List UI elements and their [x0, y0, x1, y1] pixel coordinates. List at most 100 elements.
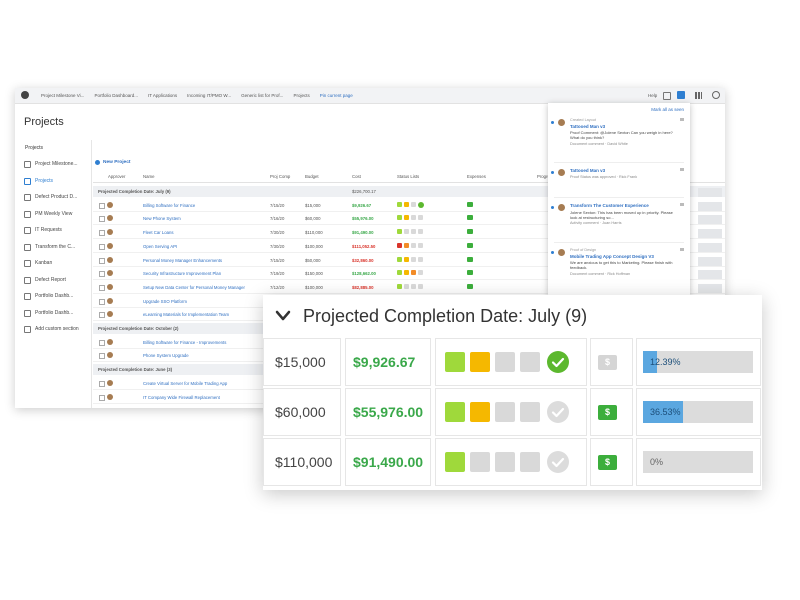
- row-checkbox[interactable]: [99, 380, 105, 387]
- tab[interactable]: Portfolio Dashboard...: [94, 93, 138, 98]
- avatar: [107, 201, 113, 208]
- status-square: [495, 402, 515, 422]
- tab[interactable]: Project Milestone Vi...: [41, 93, 85, 98]
- expense-icon: [467, 229, 473, 235]
- scroll-strip: [698, 188, 722, 197]
- project-name[interactable]: Setup New Data Center for Personal Money…: [143, 284, 245, 290]
- notification-label: Created Layout: [570, 118, 596, 122]
- sidebar-item[interactable]: Add custom section: [35, 326, 79, 332]
- row-divider: [93, 210, 725, 212]
- project-name[interactable]: Create Virtual Server for Mobile Trading…: [143, 380, 228, 386]
- budget: $15,000: [305, 202, 321, 208]
- notification-title: Transform The Customer Experience: [570, 203, 649, 208]
- notification[interactable]: Transform The Customer Experience Jolene …: [570, 203, 680, 225]
- status-square: [418, 229, 423, 235]
- status-square: [411, 242, 416, 248]
- avatar: [107, 311, 113, 318]
- favorite-icon[interactable]: [663, 92, 671, 100]
- sidebar-item[interactable]: Portfolio Dashb...: [35, 293, 74, 299]
- apps-icon[interactable]: [695, 92, 702, 99]
- status-square: [418, 242, 423, 248]
- new-project-button[interactable]: New Project: [103, 160, 131, 165]
- status-check: [418, 201, 424, 208]
- project-name[interactable]: New Phone System: [143, 216, 181, 222]
- project-name[interactable]: Fleet Car Loans: [143, 230, 174, 236]
- status-square: [397, 229, 402, 235]
- sidebar-item[interactable]: PM Weekly View: [35, 210, 73, 217]
- notifications-icon[interactable]: [677, 91, 685, 99]
- project-name[interactable]: eLearning Materials for Implementation T…: [143, 312, 230, 318]
- expense-icon: [467, 201, 473, 207]
- row-checkbox[interactable]: [99, 216, 105, 223]
- expense-icon: [467, 270, 473, 276]
- sidebar-heading[interactable]: Projects: [25, 145, 44, 151]
- new-project-icon[interactable]: [95, 160, 100, 165]
- sidebar-item[interactable]: Kanban: [35, 260, 53, 266]
- sidebar-item[interactable]: Transform the C...: [35, 243, 76, 250]
- status-square: [470, 352, 490, 372]
- help-link[interactable]: Help: [648, 93, 658, 98]
- row-checkbox[interactable]: [99, 339, 105, 346]
- project-name[interactable]: Phone System Upgrade: [143, 353, 189, 359]
- cell: [345, 338, 431, 386]
- tab[interactable]: Generic list for Prof...: [241, 93, 284, 98]
- page-title: Projects: [24, 116, 64, 128]
- tab[interactable]: Pin current page: [319, 93, 353, 98]
- status-square: [520, 402, 540, 422]
- project-name[interactable]: Open Serving API: [143, 243, 178, 249]
- notification[interactable]: Created Layout Tattooed Man v3 Proof Comme…: [570, 118, 680, 146]
- search-icon[interactable]: [712, 91, 720, 99]
- scroll-strip: [698, 270, 722, 280]
- notification-time: [680, 203, 684, 206]
- project-name[interactable]: Upgrade SSO Platform: [143, 298, 187, 304]
- logo: [21, 91, 29, 99]
- sidebar-icon: [24, 309, 31, 317]
- avatar: [107, 270, 113, 277]
- notification[interactable]: Tattooed Man v3 Proof Status was approved…: [570, 168, 680, 179]
- sidebar-item[interactable]: IT Requests: [35, 227, 62, 233]
- project-name[interactable]: Billing Software for Finance: [143, 202, 196, 208]
- project-name[interactable]: IT Company Wide Firewall Replacement: [143, 394, 220, 400]
- collapse-chevron[interactable]: [275, 309, 291, 323]
- row-checkbox[interactable]: [99, 271, 105, 278]
- status-square: [397, 270, 402, 276]
- row-checkbox[interactable]: [99, 312, 105, 319]
- row-checkbox[interactable]: [99, 353, 105, 360]
- chevron-icon: [275, 310, 291, 321]
- progress-label: 12.39%: [650, 357, 681, 367]
- tab[interactable]: Incoming IT/PMO W...: [187, 93, 232, 98]
- cell: [345, 438, 431, 486]
- cost: $9,926.67: [352, 202, 372, 208]
- tab[interactable]: IT Applications: [147, 93, 178, 98]
- project-name[interactable]: Personal Money Manager Enhancements: [143, 257, 223, 263]
- sidebar-item[interactable]: Defect Product D...: [35, 194, 78, 200]
- cell: [263, 438, 341, 486]
- budget: $110,000: [275, 454, 333, 470]
- project-name[interactable]: Security Infrastructure Improvement Plan: [143, 271, 222, 277]
- group-label: Projected Completion Date: July (9): [98, 189, 171, 194]
- row-checkbox[interactable]: [99, 298, 105, 305]
- group-total: $226,700.17: [352, 189, 376, 194]
- status-square: [418, 283, 423, 289]
- row-checkbox[interactable]: [99, 202, 105, 209]
- notification-title: Mobile Trading App Concept Design V3: [570, 253, 654, 259]
- sidebar-item[interactable]: Project Milestone...: [35, 161, 78, 167]
- mark-all-seen[interactable]: Mark all as seen: [651, 107, 684, 112]
- sidebar-icon: [24, 194, 31, 201]
- project-name[interactable]: Billing Software for Finance - Improveme…: [143, 339, 227, 345]
- cost: $91,490.00: [352, 230, 374, 236]
- sidebar-item[interactable]: Portfolio Dashb...: [35, 309, 74, 316]
- sidebar-item[interactable]: Projects: [35, 177, 54, 184]
- row-checkbox[interactable]: [99, 394, 105, 401]
- progress-label: 36.53%: [650, 407, 681, 417]
- row-checkbox[interactable]: [99, 284, 105, 291]
- scroll-strip: [698, 256, 722, 266]
- row-checkbox[interactable]: [99, 230, 105, 237]
- group-row: [93, 186, 725, 197]
- row-checkbox[interactable]: [99, 257, 105, 264]
- notification[interactable]: Proof of Design Mobile Trading App Concep…: [570, 248, 680, 276]
- sidebar-item[interactable]: Defect Report: [35, 276, 66, 283]
- avatar: [107, 297, 113, 304]
- row-checkbox[interactable]: [99, 243, 105, 250]
- tab[interactable]: Projects: [293, 93, 310, 98]
